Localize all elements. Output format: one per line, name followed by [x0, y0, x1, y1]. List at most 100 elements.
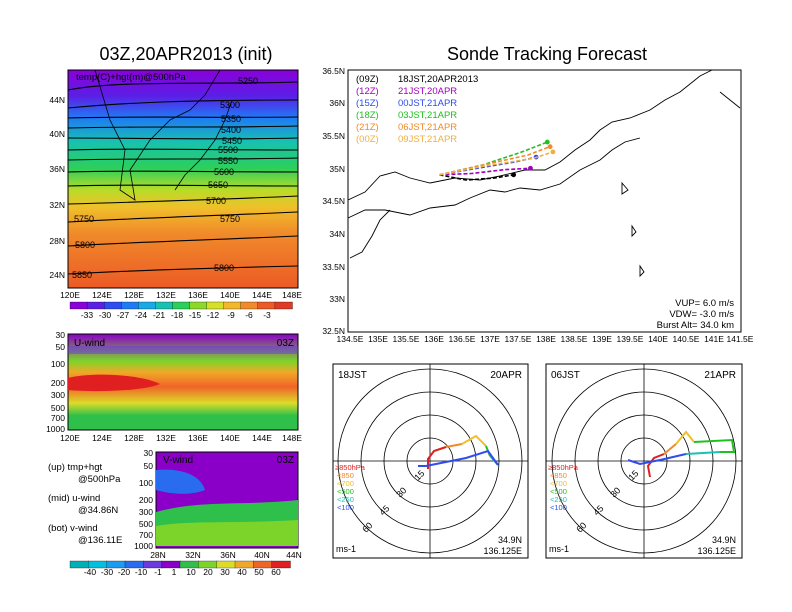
svg-text:<700: <700	[550, 479, 567, 488]
u-wind-y-ticks: 30 50 100 200 300 500 700 1000	[46, 330, 65, 434]
svg-text:139E: 139E	[592, 334, 612, 344]
temp-colorbar-swatch	[274, 301, 293, 310]
temp-colorbar-swatch	[86, 301, 105, 310]
svg-text:44N: 44N	[49, 95, 65, 105]
svg-text:-27: -27	[117, 310, 130, 320]
launch-4-time: 06JST,21APR	[398, 122, 457, 133]
svg-text:100: 100	[139, 478, 153, 488]
svg-text:1000: 1000	[46, 424, 65, 434]
svg-text:5450: 5450	[222, 136, 242, 146]
svg-text:500: 500	[139, 519, 153, 529]
svg-text:33N: 33N	[329, 294, 345, 304]
svg-text:30: 30	[144, 448, 154, 458]
svg-text:<700: <700	[337, 479, 354, 488]
svg-text:33.5N: 33.5N	[322, 262, 345, 272]
svg-text:128E: 128E	[124, 433, 144, 443]
temp-colorbar-swatch	[155, 301, 174, 310]
launch-0-time: 18JST,20APR2013	[398, 74, 478, 85]
svg-text:140E: 140E	[220, 290, 240, 300]
v-wind-y-ticks: 30 50 100 200 300 500 700 1000	[134, 448, 153, 551]
track-y-ticks: 36.5N 36N 35.5N 35N 34.5N 34N 33.5N 33N …	[322, 66, 345, 336]
u-wind-time: 03Z	[277, 338, 294, 349]
svg-text:ms-1: ms-1	[549, 544, 569, 554]
svg-text:20: 20	[203, 567, 213, 577]
temp-colorbar-swatch	[138, 301, 157, 310]
hodograph-right: 06JST 21APR 15 30 45 60 ms-1 34.9N 136.1…	[545, 363, 743, 559]
svg-text:<500: <500	[550, 487, 567, 496]
launch-4-init: (21Z)	[356, 122, 379, 133]
svg-text:144E: 144E	[252, 433, 272, 443]
svg-text:@34.86N: @34.86N	[78, 505, 118, 516]
svg-text:132E: 132E	[156, 433, 176, 443]
svg-text:≥850hPa: ≥850hPa	[335, 463, 366, 472]
svg-text:@136.11E: @136.11E	[78, 535, 122, 546]
svg-text:30: 30	[56, 330, 66, 340]
svg-text:148E: 148E	[282, 433, 302, 443]
svg-text:50: 50	[144, 461, 154, 471]
track-landing-point	[544, 139, 550, 145]
svg-text:132E: 132E	[156, 290, 176, 300]
svg-text:100: 100	[51, 359, 65, 369]
svg-text:<250: <250	[550, 495, 567, 504]
svg-text:200: 200	[139, 495, 153, 505]
svg-text:24N: 24N	[49, 270, 65, 280]
temp-colorbar-swatch	[121, 301, 139, 310]
svg-text:136.125E: 136.125E	[483, 546, 522, 556]
svg-text:5400: 5400	[221, 125, 241, 135]
svg-text:06JST: 06JST	[551, 370, 580, 381]
svg-text:5300: 5300	[220, 100, 240, 110]
hodo-right-trace	[627, 430, 736, 478]
svg-text:140.5E: 140.5E	[673, 334, 700, 344]
svg-text:-18: -18	[171, 310, 184, 320]
svg-text:1000: 1000	[134, 541, 153, 551]
launch-1-time: 21JST,20APR	[398, 86, 457, 97]
track-map-panel: 36.5N 36N 35.5N 35N 34.5N 34N 33.5N 33N …	[322, 66, 753, 344]
temp-colorbar-swatch	[240, 301, 259, 310]
svg-text:20APR: 20APR	[490, 370, 522, 381]
temp-map-field	[67, 69, 299, 289]
v-wind-x-ticks: 28N 32N 36N 40N 44N	[150, 550, 302, 560]
svg-text:5350: 5350	[221, 114, 241, 124]
track-line	[439, 167, 531, 176]
svg-text:124E: 124E	[92, 433, 112, 443]
svg-text:<100: <100	[550, 503, 567, 512]
svg-text:-10: -10	[135, 567, 148, 577]
temp-colorbar-swatch	[223, 301, 242, 310]
svg-text:138E: 138E	[536, 334, 556, 344]
track-line	[439, 145, 551, 176]
svg-text:-33: -33	[81, 310, 94, 320]
svg-text:36N: 36N	[329, 98, 345, 108]
svg-text:<850: <850	[550, 471, 567, 480]
svg-text:148E: 148E	[282, 290, 302, 300]
svg-text:120E: 120E	[60, 433, 80, 443]
svg-text:1: 1	[172, 567, 177, 577]
temp-colorbar-swatch	[104, 301, 122, 310]
panel-legend-text: (up) tmp+hgt @500hPa (mid) u-wind @34.86…	[48, 462, 122, 546]
svg-text:-40: -40	[84, 567, 97, 577]
track-landing-point	[547, 144, 553, 150]
hodograph-left: 18JST 20APR 15 30 45 60 ms-1 34.9N 136.1…	[332, 363, 529, 559]
svg-text:-20: -20	[118, 567, 131, 577]
svg-text:<250: <250	[337, 495, 354, 504]
svg-text:44N: 44N	[286, 550, 302, 560]
svg-text:138.5E: 138.5E	[561, 334, 588, 344]
temp-map-y-ticks: 44N 40N 36N 32N 28N 24N	[49, 95, 65, 280]
svg-text:40N: 40N	[49, 129, 65, 139]
temp-colorbar-swatch	[189, 301, 208, 310]
svg-text:@500hPa: @500hPa	[78, 474, 121, 485]
temp-colorbar-swatch	[206, 301, 225, 310]
svg-text:VUP= 6.0 m/s: VUP= 6.0 m/s	[675, 298, 734, 309]
temp-map-panel: temp(C)+hgt(m)@500hPa 5250 5300 5350 540…	[49, 69, 302, 320]
svg-text:<500: <500	[337, 487, 354, 496]
track-params: VUP= 6.0 m/s VDW= -3.0 m/s Burst Alt= 34…	[657, 298, 735, 331]
track-line	[439, 141, 548, 176]
track-line	[439, 174, 514, 181]
u-wind-x-ticks: 120E 124E 128E 132E 136E 140E 144E 148E	[60, 433, 302, 443]
u-wind-panel: U-wind 03Z 30 50 100 200 300 500 700 100…	[46, 330, 302, 443]
svg-text:<100: <100	[337, 503, 354, 512]
svg-text:32N: 32N	[49, 200, 65, 210]
svg-text:5700: 5700	[206, 196, 226, 206]
v-wind-title: V-wind	[163, 455, 193, 466]
svg-text:34.5N: 34.5N	[322, 196, 345, 206]
svg-text:5800: 5800	[214, 263, 234, 273]
